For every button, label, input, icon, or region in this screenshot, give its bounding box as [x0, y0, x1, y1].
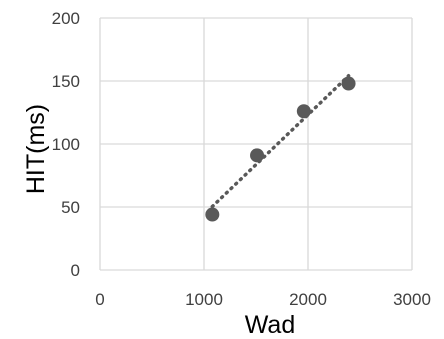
tick-labels: 0 1000 2000 3000 0 50 100 150 200: [52, 9, 431, 309]
x-axis-title: Wad: [245, 311, 295, 339]
x-tick-label: 3000: [393, 290, 431, 309]
x-tick-label: 1000: [185, 290, 223, 309]
y-tick-label: 200: [52, 9, 80, 28]
y-tick-label: 100: [52, 135, 80, 154]
y-tick-label: 0: [71, 261, 80, 280]
y-tick-label: 150: [52, 72, 80, 91]
data-point: [250, 148, 265, 163]
gridlines: [99, 17, 413, 271]
x-tick-label: 2000: [289, 290, 327, 309]
trendline-group: [210, 74, 351, 209]
data-points: [205, 76, 356, 222]
y-axis-title: HIT(ms): [22, 104, 50, 194]
data-point: [296, 104, 311, 119]
trendline: [210, 74, 351, 209]
data-point: [205, 207, 220, 222]
x-tick-label: 0: [95, 290, 104, 309]
data-point: [341, 76, 356, 91]
y-tick-label: 50: [61, 198, 80, 217]
